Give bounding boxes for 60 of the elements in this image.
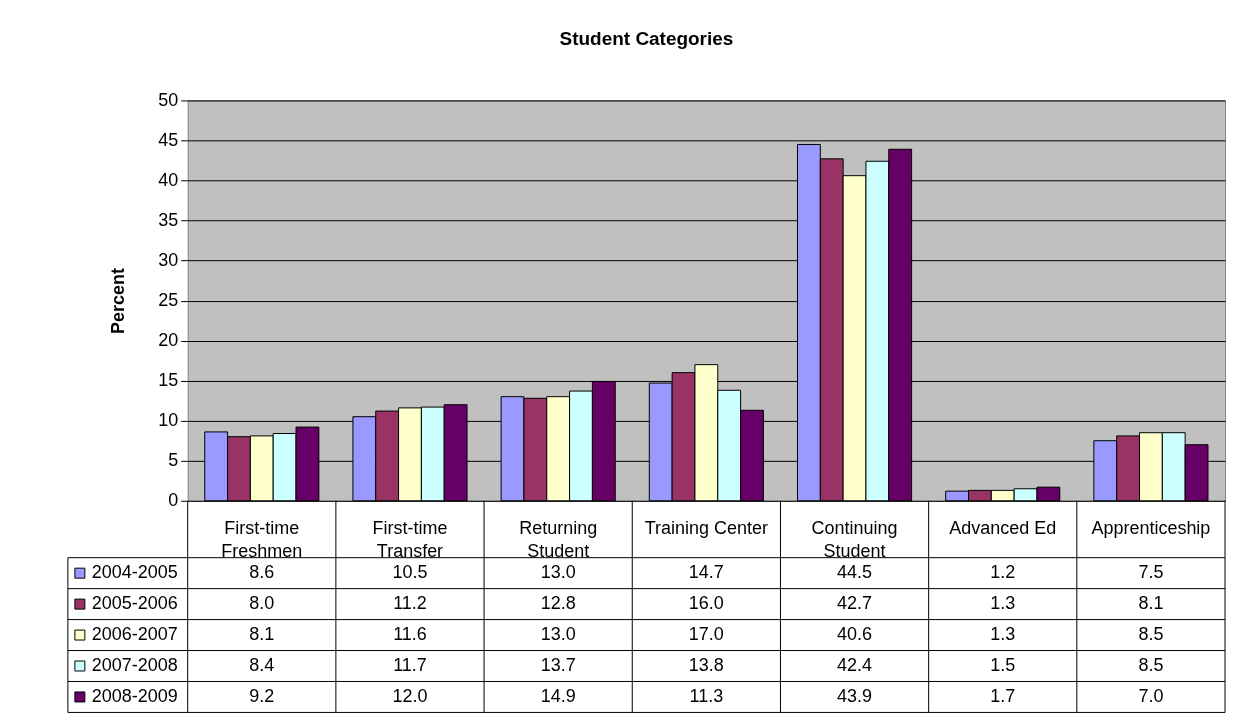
data-label: 1.3: [990, 624, 1016, 645]
legend-label: 2007-2008: [91, 655, 178, 675]
data-label: 8.1: [1138, 593, 1164, 614]
y-tick-label: 0: [168, 490, 179, 511]
data-label: 14.9: [540, 685, 576, 706]
data-label: 14.7: [688, 562, 724, 583]
legend-label: 2005-2006: [91, 593, 178, 614]
x-tick-label: First-time Transfer: [372, 518, 448, 562]
legend-label: 2008-2009: [91, 685, 178, 706]
y-tick-label: 35: [158, 210, 179, 231]
y-tick-label: 40: [158, 169, 179, 190]
data-label: 42.4: [837, 655, 873, 675]
data-label: 10.5: [392, 562, 428, 583]
y-axis-title: Percent: [108, 268, 129, 335]
data-label: 8.4: [249, 655, 275, 675]
data-label: 8.5: [1138, 624, 1164, 645]
data-label: 13.0: [540, 562, 576, 583]
data-label: 12.8: [540, 593, 576, 614]
data-label: 8.6: [249, 562, 275, 583]
data-label: 44.5: [837, 562, 873, 583]
data-label: 11.7: [393, 655, 427, 675]
y-tick-label: 25: [158, 290, 179, 311]
x-tick-label: Training Center: [644, 518, 768, 539]
data-label: 7.0: [1138, 685, 1164, 706]
data-label: 9.2: [249, 685, 275, 706]
x-tick-label: Apprenticeship: [1091, 518, 1211, 539]
data-label: 8.1: [249, 624, 275, 645]
data-label: 8.5: [1138, 655, 1164, 675]
data-label: 1.2: [990, 562, 1016, 583]
legend-label: 2004-2005: [91, 562, 178, 583]
data-label: 17.0: [688, 624, 724, 645]
x-tick-label: First-time Freshmen: [221, 518, 303, 562]
data-label: 13.7: [540, 655, 576, 675]
y-tick-label: 30: [158, 250, 179, 271]
data-label: 7.5: [1138, 562, 1164, 583]
data-label: 11.6: [393, 624, 427, 645]
data-label: 12.0: [392, 685, 428, 706]
data-label: 11.2: [393, 593, 427, 614]
x-tick-label: Continuing Student: [811, 518, 898, 562]
x-tick-label: Advanced Ed: [949, 518, 1057, 539]
y-tick-label: 5: [168, 450, 179, 471]
legend-label: 2006-2007: [91, 624, 178, 645]
data-label: 8.0: [249, 593, 275, 614]
data-label: 11.3: [689, 685, 724, 706]
y-tick-label: 45: [158, 129, 179, 150]
data-label: 1.5: [990, 655, 1016, 675]
data-label: 40.6: [837, 624, 873, 645]
data-label: 13.8: [688, 655, 724, 675]
data-label: 42.7: [837, 593, 873, 614]
y-tick-label: 20: [158, 330, 179, 351]
data-label: 13.0: [540, 624, 576, 645]
data-label: 43.9: [837, 685, 873, 706]
y-tick-label: 10: [158, 410, 179, 431]
chart-title: Student Categories: [559, 28, 734, 50]
y-tick-label: 50: [158, 89, 179, 110]
data-label: 16.0: [688, 593, 724, 614]
data-label: 1.3: [990, 593, 1016, 614]
x-tick-label: Returning Student: [519, 518, 598, 562]
data-label: 1.7: [990, 685, 1016, 706]
y-tick-label: 15: [158, 370, 179, 391]
